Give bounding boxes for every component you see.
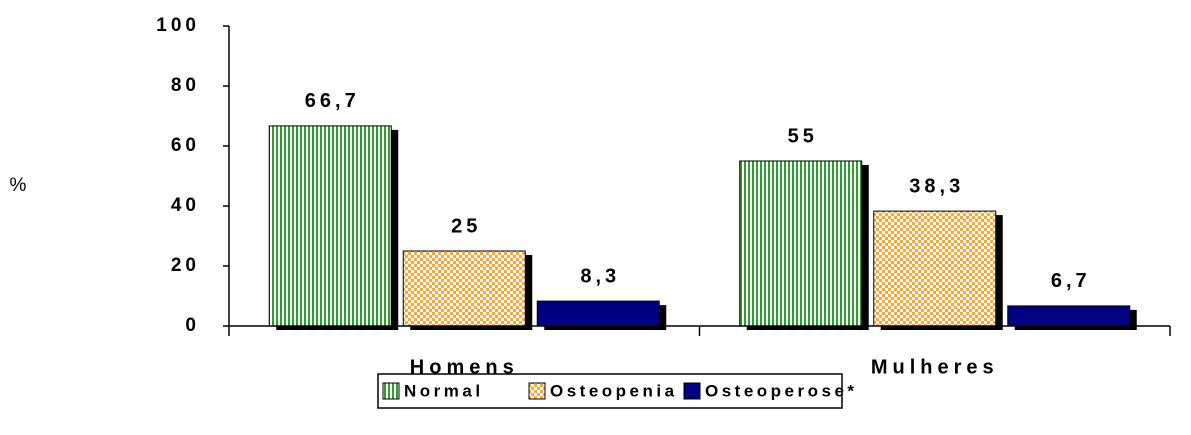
y-axis-label: % — [10, 175, 27, 196]
y-tick-label: 60 — [171, 135, 200, 156]
legend-swatch — [382, 382, 400, 400]
x-tick-label: Mulheres — [871, 356, 999, 378]
legend-swatch — [528, 382, 546, 400]
bar — [536, 300, 660, 327]
data-label: 55 — [788, 125, 818, 147]
legend-box — [377, 373, 843, 409]
legend-label: Normal — [404, 381, 484, 400]
y-tick-label: 40 — [171, 195, 200, 216]
data-label: 8,3 — [580, 265, 620, 287]
bar — [873, 210, 997, 327]
y-tick-label: 0 — [185, 315, 200, 336]
legend-label: Osteoperose* — [705, 381, 858, 400]
legend-label: Osteopenia — [550, 381, 678, 400]
legend-swatch — [683, 382, 701, 400]
bar — [1007, 305, 1131, 327]
y-tick-label: 100 — [156, 15, 200, 36]
bar — [268, 125, 392, 327]
bar — [739, 160, 863, 327]
bar — [402, 250, 526, 327]
y-tick-label: 80 — [171, 75, 200, 96]
data-label: 6,7 — [1051, 270, 1091, 292]
data-label: 25 — [451, 215, 481, 237]
y-tick-label: 20 — [171, 255, 200, 276]
x-tick-label: Homens — [410, 356, 519, 378]
data-label: 66,7 — [305, 90, 360, 112]
data-label: 38,3 — [909, 175, 964, 197]
